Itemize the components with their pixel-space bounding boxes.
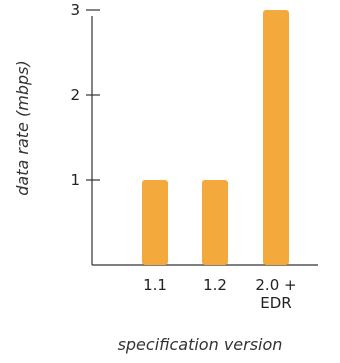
x-tick-label: 1.1 bbox=[143, 276, 167, 294]
y-tick-label: 2 bbox=[70, 86, 80, 104]
bars-group bbox=[142, 10, 289, 265]
y-tick-label: 1 bbox=[70, 171, 80, 189]
x-tick-label: 2.0 + EDR bbox=[255, 276, 296, 312]
y-ticks-group: 1 2 3 bbox=[70, 1, 100, 189]
x-tick-label: 1.2 bbox=[203, 276, 227, 294]
bar bbox=[202, 180, 228, 265]
y-axis-title: data rate (mbps) bbox=[13, 60, 32, 195]
bar bbox=[142, 180, 168, 265]
y-tick-label: 3 bbox=[70, 1, 80, 19]
x-tick-labels-group: 1.1 1.2 2.0 + EDR bbox=[143, 276, 297, 312]
x-axis-title: specification version bbox=[118, 335, 283, 354]
bar bbox=[263, 10, 289, 265]
